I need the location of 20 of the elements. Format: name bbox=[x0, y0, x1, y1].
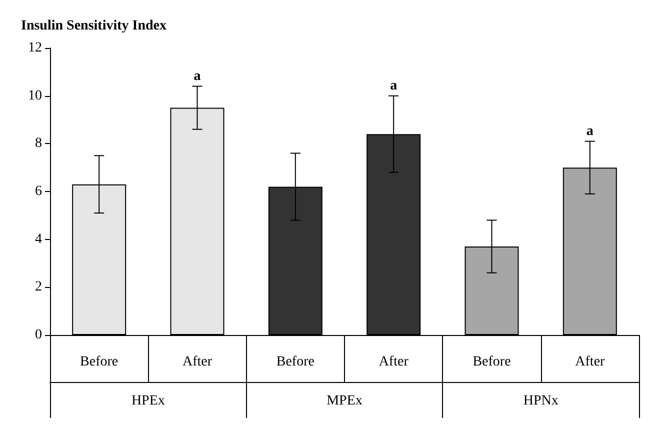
data-label: a bbox=[194, 68, 201, 84]
x-tick-label: After bbox=[575, 354, 606, 370]
y-tick-label: 8 bbox=[35, 136, 42, 152]
text: HPEx bbox=[131, 394, 165, 408]
text: MPEx bbox=[326, 394, 362, 408]
x-tick-label: After bbox=[182, 354, 212, 370]
chart-title: Insulin Sensitivity Index bbox=[21, 18, 166, 34]
data-label: a bbox=[586, 124, 594, 139]
y-tick-label: 0 bbox=[35, 328, 42, 342]
x-tick-label: Before bbox=[472, 354, 511, 370]
y-tick-label: 10 bbox=[28, 88, 42, 104]
y-tick-label: 12 bbox=[28, 40, 42, 56]
text: HPNx bbox=[523, 394, 558, 408]
y-tick-label: 2 bbox=[35, 280, 42, 295]
x-tick-label: Before bbox=[80, 354, 118, 370]
y-tick-label: 4 bbox=[35, 232, 42, 247]
y-tick-label: 6 bbox=[35, 184, 42, 199]
x-tick-label: After bbox=[378, 354, 409, 370]
data-label: a bbox=[390, 78, 398, 94]
x-tick-label: Before bbox=[276, 354, 314, 370]
